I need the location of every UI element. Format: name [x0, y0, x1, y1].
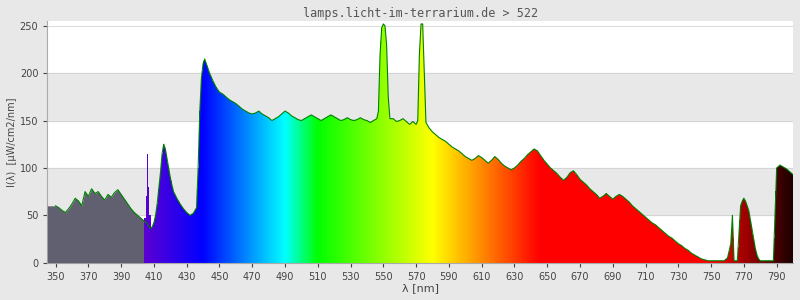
- Title: lamps.licht-im-terrarium.de > 522: lamps.licht-im-terrarium.de > 522: [302, 7, 538, 20]
- Bar: [47, 168, 793, 215]
- X-axis label: λ [nm]: λ [nm]: [402, 283, 438, 293]
- Y-axis label: I(λ)  [µW/cm2/nm]: I(λ) [µW/cm2/nm]: [7, 97, 17, 187]
- Bar: [47, 73, 793, 121]
